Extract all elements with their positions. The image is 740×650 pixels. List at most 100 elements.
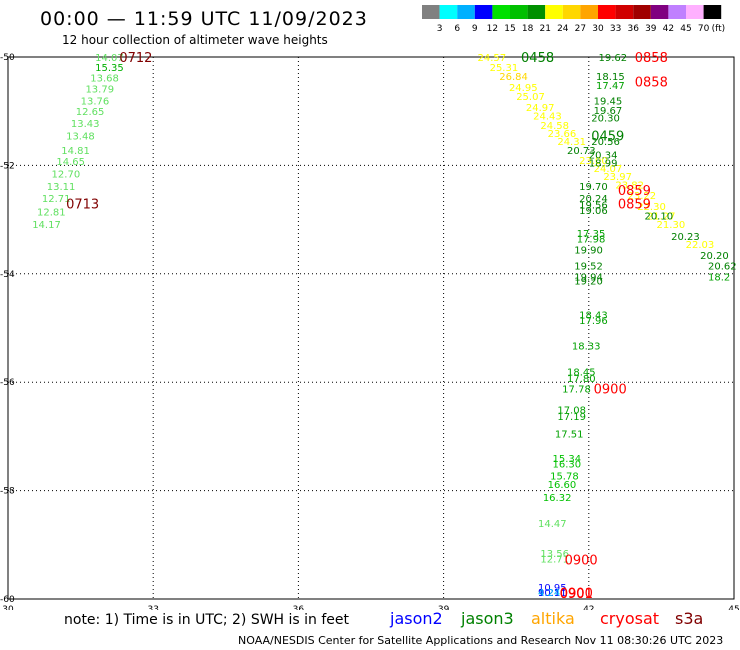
scale-label: 30 [592, 24, 604, 34]
swh-value-label: 19.90 [574, 245, 603, 256]
swh-value-label: 13.76 [81, 96, 110, 107]
scale-label: 70 [698, 24, 710, 34]
swh-value-label: 17.51 [555, 430, 584, 441]
scale-label: 27 [575, 24, 586, 34]
swh-value-label: 25.31 [490, 63, 519, 74]
swh-value-label: 20.73 [567, 146, 596, 157]
swh-value-label: 17.19 [557, 412, 586, 423]
color-scale: 3 6 9 12 15 18 21 24 27 30 33 36 39 42 45 70 (ft) [422, 5, 726, 34]
swh-value-label: 18.43 [579, 310, 608, 321]
scale-swatch [492, 5, 510, 19]
scale-swatch [686, 5, 704, 19]
swh-value-label: 12.71 [540, 554, 569, 565]
swh-value-label: 12.65 [76, 107, 105, 118]
swh-value-label: 13.79 [85, 84, 114, 95]
swh-value-label: 24.95 [509, 83, 538, 94]
pass-time-label: 0458 [521, 51, 554, 66]
swh-value-label: 20.62 [708, 262, 737, 273]
swh-value-label: 20.20 [700, 251, 729, 262]
swh-value-label: 13.56 [540, 549, 569, 560]
scale-label: 9 [472, 24, 478, 34]
x-tick-label: 30 [2, 605, 14, 610]
swh-value-label: 23.22 [628, 191, 657, 202]
legend-s3a: s3a [675, 609, 704, 628]
legend-altika: altika [531, 609, 575, 628]
swh-value-label: 14.47 [538, 519, 567, 530]
wave-height-map: 30 33 36 39 42 45 -50 -52 -54 -56 -58 -60 14.0715.35… [0, 51, 740, 610]
map-frame [7, 56, 735, 600]
swh-value-label: 22.30 [637, 202, 666, 213]
swh-value-label: 9.21 [538, 588, 560, 599]
swh-value-label: 18.99 [589, 159, 618, 170]
swh-value-label: 14.17 [32, 220, 61, 231]
swh-value-label: 19.94 [574, 273, 603, 284]
scale-swatch [615, 5, 634, 19]
legend-note: note: 1) Time is in UTC; 2) SWH is in fe… [64, 612, 350, 628]
swh-value-label: 17.80 [567, 374, 596, 385]
swh-value-label: 20.34 [589, 151, 618, 162]
swh-value-label: 16.60 [548, 480, 577, 491]
y-tick-label: -54 [0, 270, 15, 280]
swh-value-label: 15.35 [95, 63, 124, 74]
scale-label: 33 [610, 24, 621, 34]
pass-time-label: 0459 [591, 130, 624, 145]
swh-value-label: 21.27 [647, 211, 676, 222]
y-tick-label: -56 [0, 378, 15, 388]
scale-label: 36 [627, 24, 639, 34]
swh-value-label: 26.84 [499, 72, 528, 83]
pass-time-label: 0859 [618, 197, 651, 212]
scale-swatch [545, 5, 563, 19]
scale-label: 6 [454, 24, 460, 34]
swh-value-label: 15.34 [553, 454, 582, 465]
pass-time-label: 0900 [594, 383, 627, 398]
scale-label: 42 [663, 24, 674, 34]
swh-value-label: 17.96 [579, 316, 608, 327]
swh-value-label: 19.52 [574, 262, 603, 273]
swh-value-label: 19.20 [574, 276, 603, 287]
swh-value-label: 18.45 [567, 367, 596, 378]
scale-label: 21 [539, 24, 550, 34]
swh-value-label: 20.24 [579, 194, 608, 205]
y-tick-label: -52 [0, 161, 15, 171]
pass-time-label: 0858 [635, 51, 668, 66]
swh-value-label: 17.35 [577, 229, 606, 240]
swh-value-label: 14.07 [95, 53, 124, 64]
x-tick-label: 33 [147, 605, 158, 610]
swh-value-label: 13.11 [47, 182, 76, 193]
swh-value-label: 19.62 [598, 53, 627, 64]
swh-value-label: 24.57 [477, 53, 506, 64]
pass-time-label: 0900 [565, 553, 598, 568]
swh-value-label: 23.00 [579, 156, 608, 167]
scale-swatch [580, 5, 598, 19]
swh-value-label: 24.97 [526, 103, 555, 114]
swh-value-label: 19.56 [579, 200, 608, 211]
legend-jason3: jason3 [461, 609, 514, 628]
scale-label: 12 [487, 24, 498, 34]
scale-unit: (ft) [712, 24, 726, 34]
scale-label: 45 [680, 24, 691, 34]
swh-value-label: 17.47 [596, 81, 625, 92]
scale-swatch [422, 5, 440, 19]
swh-value-label: 14.81 [61, 146, 90, 157]
scale-swatch [598, 5, 616, 19]
footer-credit: NOAA/NESDIS Center for Satellite Applica… [238, 634, 724, 647]
swh-value-label: 23.97 [603, 172, 632, 183]
swh-value-label: 25.07 [516, 92, 545, 103]
swh-value-label: 16.32 [543, 493, 572, 504]
swh-value-label: 17.98 [577, 235, 606, 246]
page-title: 00:00 — 11:59 UTC 11/09/2023 [40, 8, 368, 30]
swh-value-label: 21.30 [657, 220, 686, 231]
swh-value-label: 18.15 [596, 72, 625, 83]
pass-time-label: 0901 [560, 587, 593, 602]
scale-swatch [527, 5, 546, 19]
pass-time-label: 0859 [618, 184, 651, 199]
scale-label: 15 [504, 24, 515, 34]
x-tick-label: 39 [438, 605, 450, 610]
pass-time-label: 0712 [119, 51, 152, 66]
scale-swatch [439, 5, 458, 19]
x-tick-label: 45 [728, 605, 739, 610]
scale-swatch [562, 5, 581, 19]
swh-value-label: 19.45 [594, 96, 623, 107]
swh-value-label: 12.81 [37, 207, 66, 218]
scale-label: 24 [557, 24, 569, 34]
